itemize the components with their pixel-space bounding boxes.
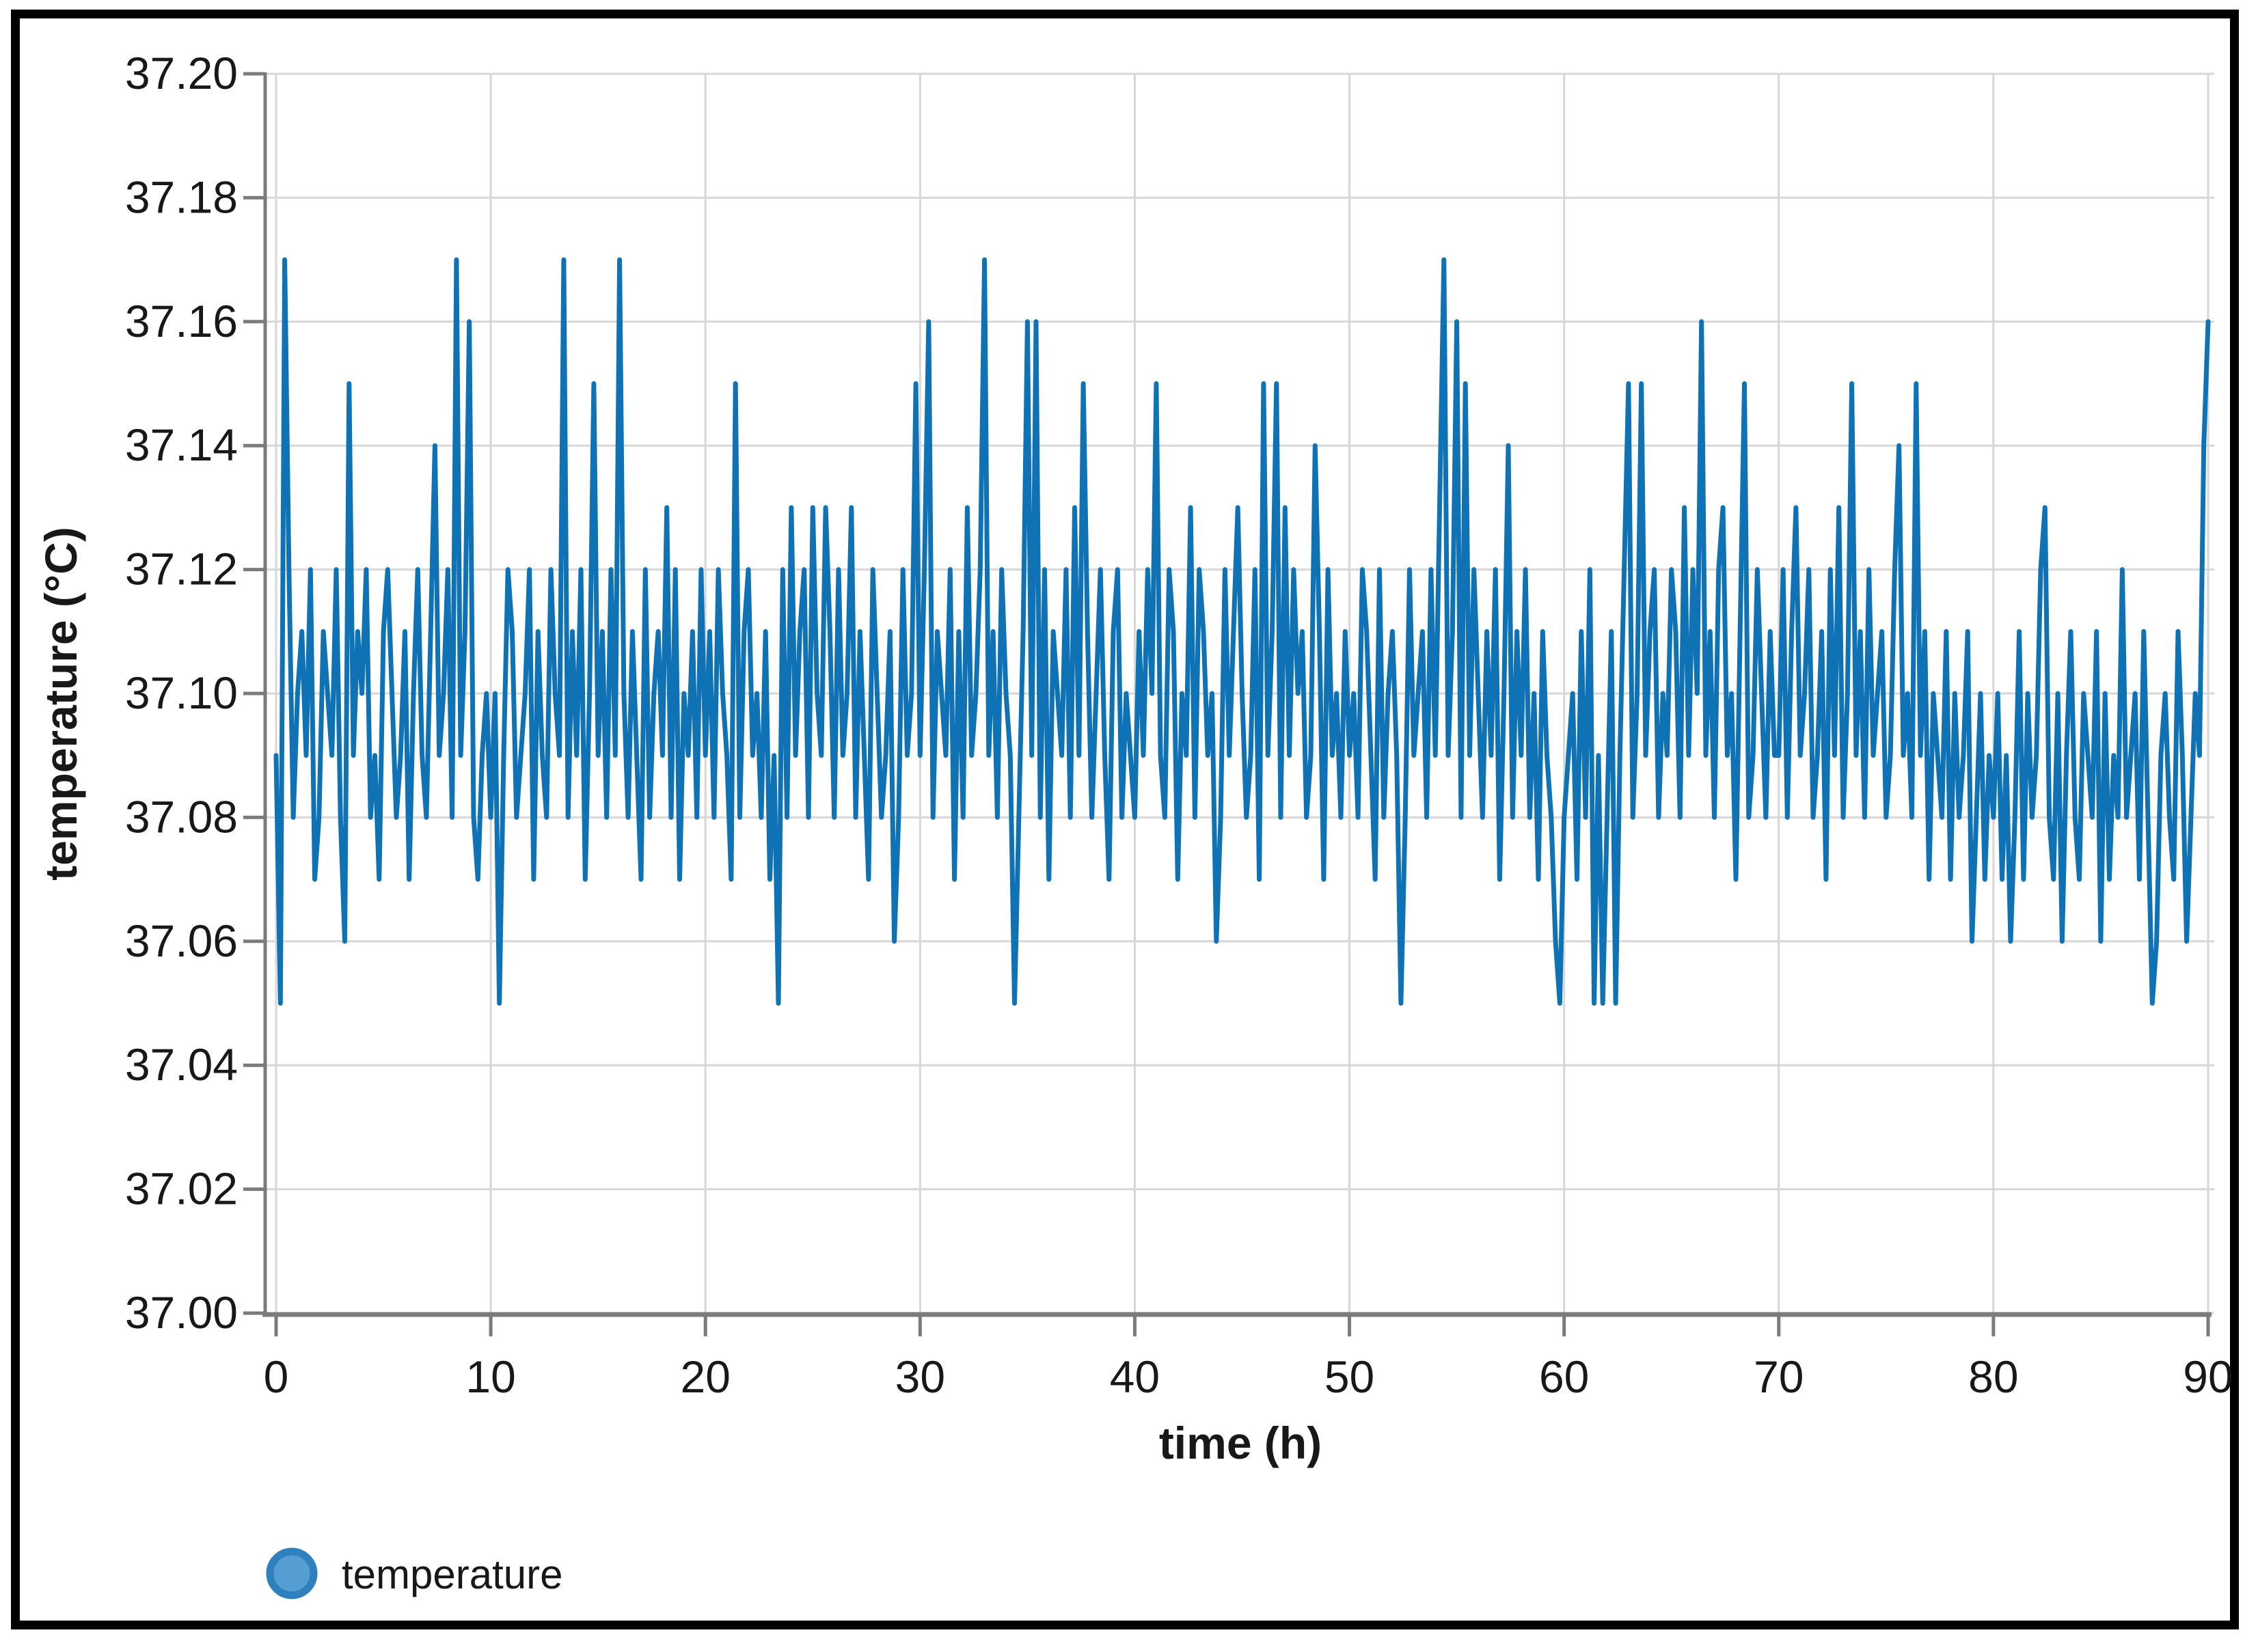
y-tick-label: 37.14 <box>125 419 238 470</box>
legend: temperature <box>266 1547 563 1599</box>
figure-border <box>11 10 2239 1629</box>
x-tick-label: 30 <box>895 1351 945 1402</box>
tick-marks <box>243 72 2210 1336</box>
x-tick-label: 90 <box>2183 1351 2233 1402</box>
y-tick-label: 37.02 <box>125 1164 238 1214</box>
x-tick-label: 0 <box>264 1351 289 1402</box>
y-tick-label: 37.12 <box>125 544 238 594</box>
y-tick-label: 37.18 <box>125 171 238 222</box>
y-tick-label: 37.00 <box>125 1287 238 1338</box>
y-tick-label: 37.10 <box>125 667 238 718</box>
x-tick-label: 80 <box>1968 1351 2018 1402</box>
x-tick-label: 40 <box>1110 1351 1160 1402</box>
legend-label: temperature <box>342 1552 563 1597</box>
x-tick-label: 10 <box>465 1351 515 1402</box>
x-axis-title: time (h) <box>1159 1418 1322 1468</box>
y-tick-label: 37.16 <box>125 296 238 346</box>
series-group <box>273 257 2211 1006</box>
legend-marker-icon <box>266 1547 318 1599</box>
y-axis-title: temperature (°C) <box>36 527 86 881</box>
y-tick-label: 37.08 <box>125 791 238 842</box>
y-tick-label: 37.04 <box>125 1039 238 1090</box>
x-tick-label: 60 <box>1539 1351 1589 1402</box>
tick-labels: 37.00 37.02 37.04 37.06 37.08 37.10 37.12 37.14… <box>125 48 2233 1402</box>
y-tick-label: 37.20 <box>125 48 238 98</box>
y-tick-label: 37.06 <box>125 916 238 966</box>
x-tick-label: 70 <box>1754 1351 1804 1402</box>
gridlines <box>265 72 2214 1314</box>
temperature-series <box>273 257 2211 1006</box>
x-tick-label: 50 <box>1324 1351 1374 1402</box>
x-tick-label: 20 <box>681 1351 731 1402</box>
